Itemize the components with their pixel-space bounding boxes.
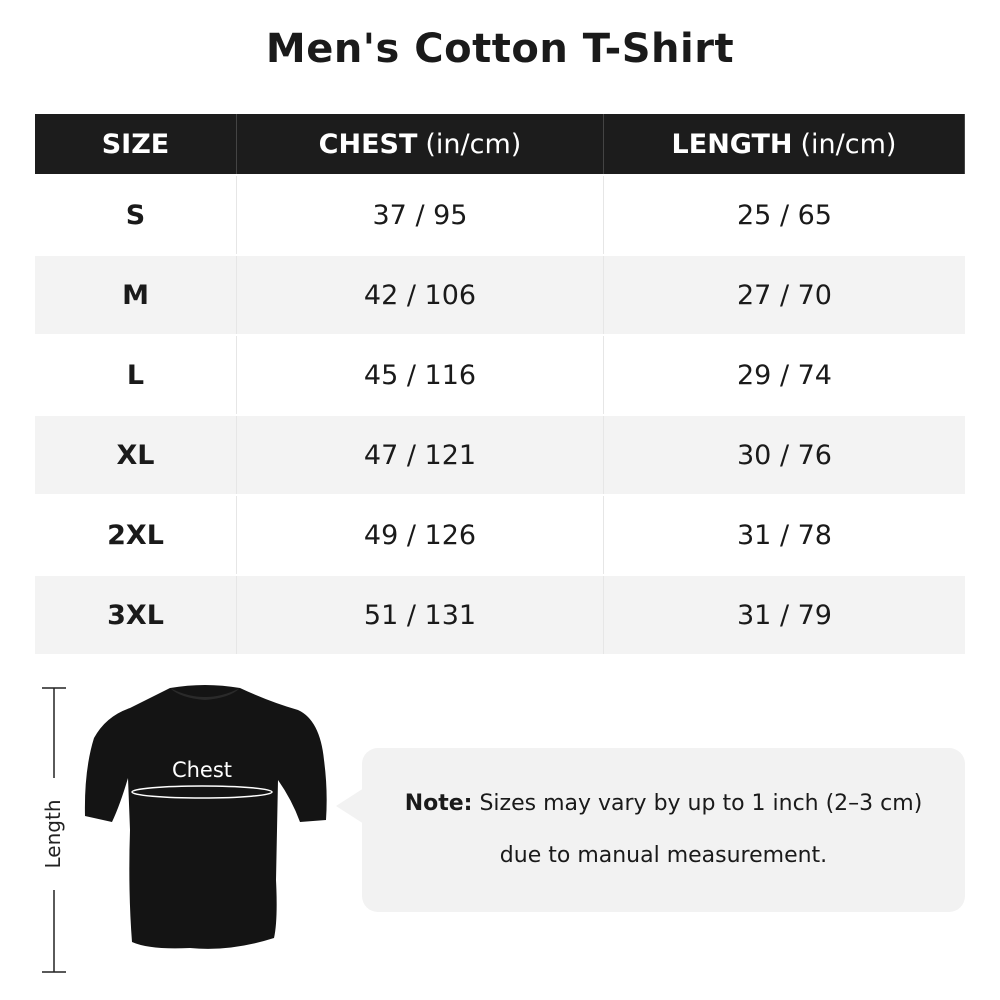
note-line-1: Note: Sizes may vary by up to 1 inch (2–… xyxy=(405,778,923,830)
table-row: 3XL 51 / 131 31 / 79 xyxy=(35,576,965,656)
table-header: SIZE CHEST (in/cm) LENGTH (in/cm) xyxy=(35,114,965,176)
header-label: SIZE xyxy=(101,128,170,160)
note-box: Note: Sizes may vary by up to 1 inch (2–… xyxy=(362,748,965,912)
page-title: Men's Cotton T-Shirt xyxy=(265,26,735,72)
tshirt-diagram: Length Chest xyxy=(41,685,327,973)
size-cell: XL xyxy=(35,416,237,494)
length-cell: 31 / 79 xyxy=(604,576,965,654)
note-text: Sizes may vary by up to 1 inch (2–3 cm) xyxy=(479,791,923,816)
chest-label: Chest xyxy=(172,758,232,782)
length-cell: 31 / 78 xyxy=(737,519,832,551)
chest-cell: 49 / 126 xyxy=(237,496,604,574)
chest-cell: 45 / 116 xyxy=(237,336,604,414)
length-cell: 25 / 65 xyxy=(737,199,832,231)
length-cell: 27 / 70 xyxy=(604,256,965,334)
header-size: SIZE xyxy=(35,114,237,174)
length-cell: 30 / 76 xyxy=(604,416,965,494)
size-cell: L xyxy=(35,336,237,414)
table-row: S 37 / 95 25 / 65 xyxy=(35,176,965,256)
size-cell: S xyxy=(35,176,237,254)
header-label: LENGTH xyxy=(671,128,793,160)
length-label: Length xyxy=(41,800,65,869)
length-ruler-icon xyxy=(42,687,66,973)
header-length: LENGTH (in/cm) xyxy=(604,114,965,174)
chest-cell: 37 / 95 xyxy=(237,176,604,254)
table-row: XL 47 / 121 30 / 76 xyxy=(35,416,965,496)
note-line-2: due to manual measurement. xyxy=(499,843,828,868)
note-label: Note: xyxy=(404,791,473,816)
chest-cell: 47 / 121 xyxy=(237,416,604,494)
chest-cell: 42 / 106 xyxy=(237,256,604,334)
size-cell: 3XL xyxy=(35,576,237,654)
table-row: 2XL 49 / 126 31 / 78 xyxy=(35,496,965,576)
table-row: L 45 / 116 29 / 74 xyxy=(35,336,965,416)
size-table: SIZE CHEST (in/cm) LENGTH (in/cm) S 37 / 95… xyxy=(35,114,965,656)
size-cell: 2XL xyxy=(35,496,237,574)
header-chest: CHEST (in/cm) xyxy=(237,114,604,174)
table-row: M 42 / 106 27 / 70 xyxy=(35,256,965,336)
size-cell: M xyxy=(35,256,237,334)
note-bubble-tail xyxy=(336,788,364,824)
chest-measure-icon xyxy=(131,785,273,799)
header-unit: (in/cm) xyxy=(800,128,897,160)
chest-cell: 51 / 131 xyxy=(237,576,604,654)
header-label: CHEST xyxy=(318,128,418,160)
length-cell: 29 / 74 xyxy=(737,359,832,391)
header-unit: (in/cm) xyxy=(425,128,522,160)
tshirt-icon xyxy=(84,685,327,949)
